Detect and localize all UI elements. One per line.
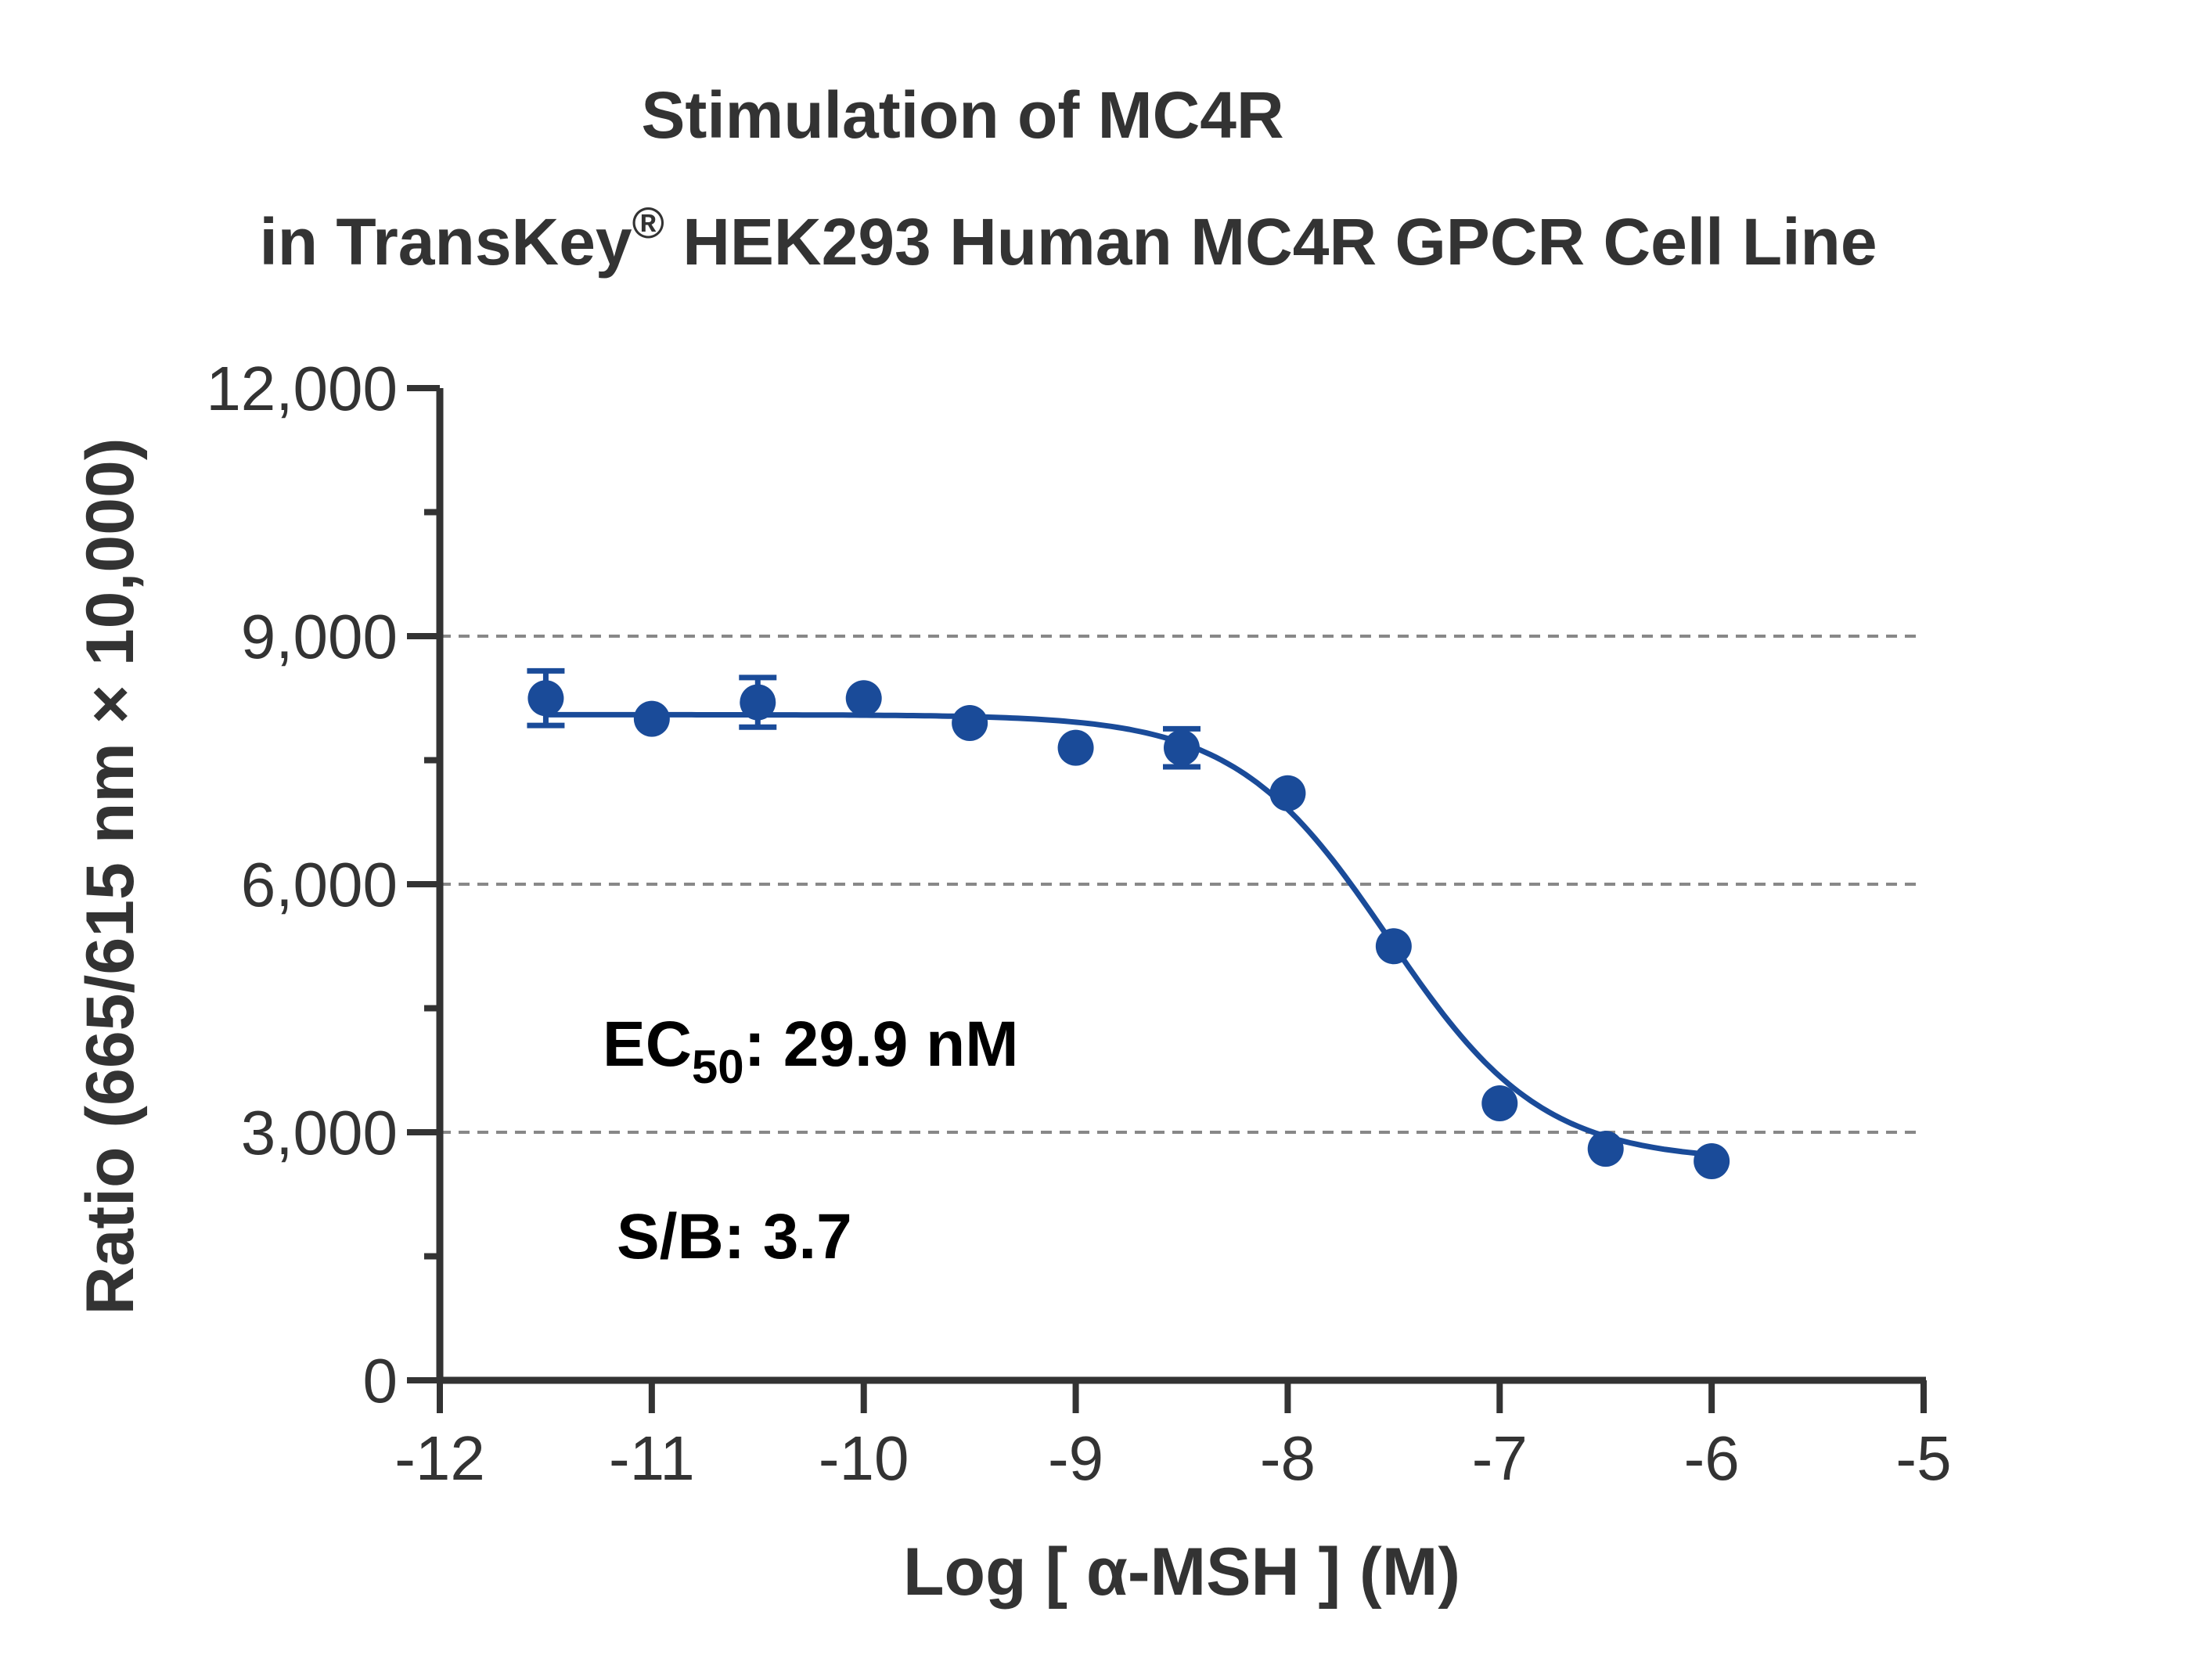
title-line2-pre: in TransKey [259,205,632,279]
x-tick-label: -11 [609,1423,695,1493]
y-axis-label: Ratio (665/615 nm × 10,000) [73,438,148,1315]
x-axis-label: Log [ α-MSH ] (M) [903,1534,1460,1610]
y-tick-label: 12,000 [206,354,398,423]
data-point [1587,1131,1624,1167]
data-point [633,700,670,737]
data-point [1164,729,1200,766]
chart-title-line1: Stimulation of MC4R [641,78,1283,152]
data-point [1057,729,1094,766]
data-point [1269,775,1306,811]
fit-curve [545,711,1712,1158]
y-tick-label: 9,000 [241,602,398,671]
x-tick-label: -10 [819,1423,909,1493]
title-line2-sup: ® [632,198,664,247]
sb-annotation: S/B: 3.7 [617,1201,852,1272]
data-point [740,684,776,721]
x-tick-label: -9 [1048,1423,1103,1493]
x-tick-label: -12 [394,1423,485,1493]
x-tick-label: -5 [1895,1423,1951,1493]
data-point [1375,928,1412,965]
data-point [1694,1142,1730,1179]
data-point [1481,1085,1518,1122]
grid-lines [440,635,1916,1134]
data-point [845,680,882,717]
ec50-prefix: EC [603,1009,692,1080]
chart-title-line2: in TransKey® HEK293 Human MC4R GPCR Cell… [259,198,1877,279]
axes: 0 3,000 6,000 9,000 12,000 -12 -11 -10 -9 -8 -7 -6 -… [206,354,1951,1493]
ec50-subscript: 50 [692,1041,744,1093]
x-tick-label: -6 [1684,1423,1740,1493]
ec50-value: : 29.9 nM [744,1009,1019,1080]
x-tick-label: -8 [1260,1423,1316,1493]
data-point [952,704,988,741]
y-tick-label: 6,000 [241,850,398,919]
data-point [527,680,564,717]
x-tick-label: -7 [1472,1423,1528,1493]
data-points [527,667,1730,1179]
y-tick-label: 3,000 [241,1098,398,1167]
ec50-annotation: EC50: 29.9 nM [603,1009,1019,1093]
y-tick-label: 0 [363,1346,398,1416]
title-line2-post: HEK293 Human MC4R GPCR Cell Line [664,205,1877,279]
fit-curve-group [545,711,1712,1158]
